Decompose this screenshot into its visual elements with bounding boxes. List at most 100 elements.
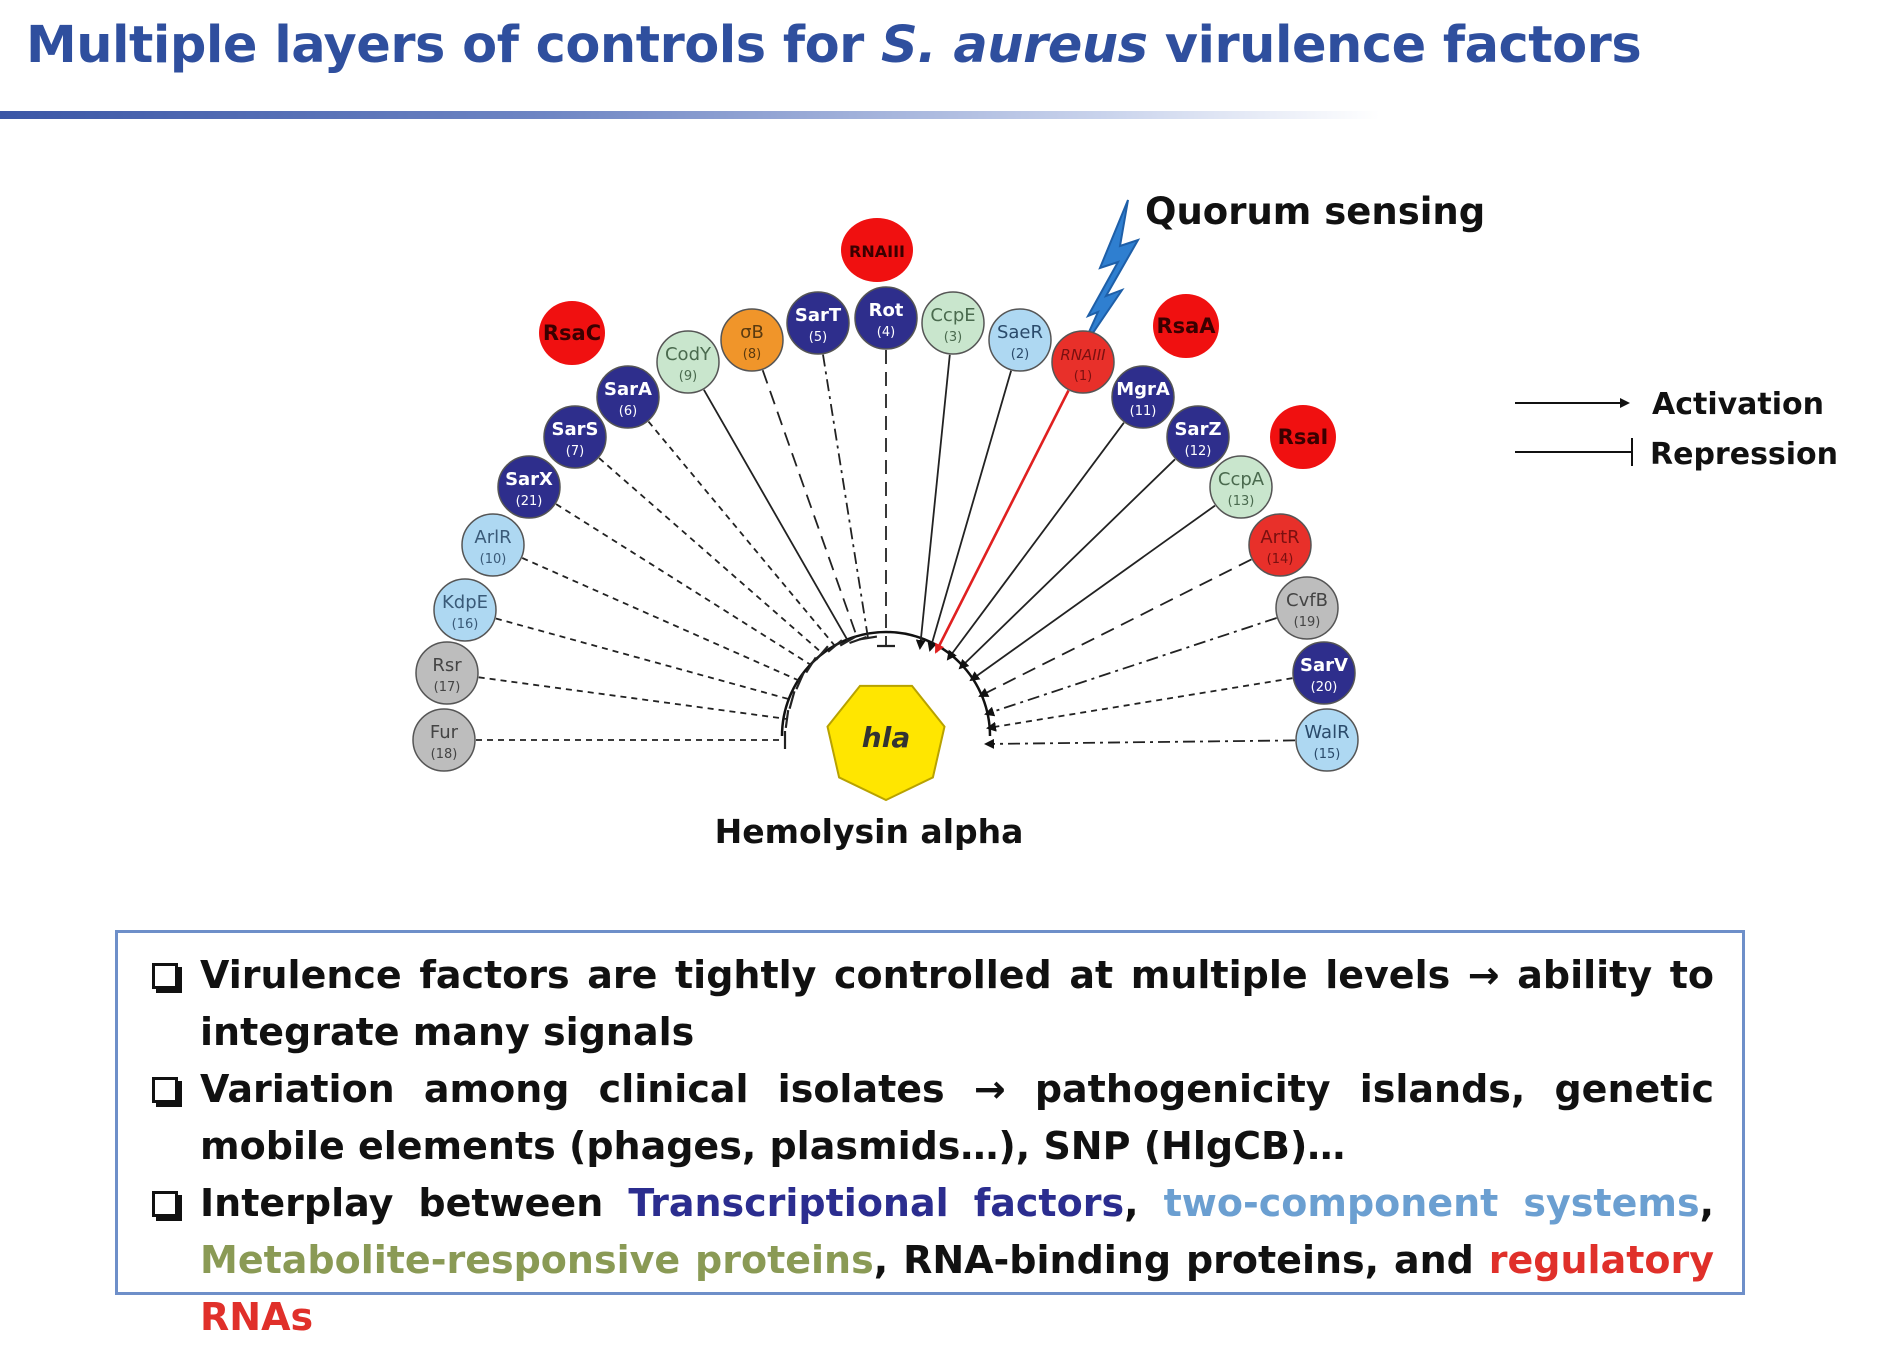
title-part-2: virulence factors (1147, 16, 1642, 75)
regulator-arlr: ArlR (10) (461, 513, 525, 577)
regulator-label: SarZ (1174, 419, 1221, 440)
link-ccpa (969, 504, 1216, 682)
regulator-label: SaeR (997, 322, 1043, 343)
bullet-3-seg-1: Interplay between (200, 1181, 629, 1225)
bullet-1: Virulence factors are tightly controlled… (152, 947, 1714, 1061)
regulator-links (476, 350, 1296, 749)
srna-label: RNAIII (849, 242, 905, 261)
regulator-label: RNAIII (1060, 346, 1106, 364)
repression-bar-sars (815, 645, 829, 661)
regulator-number: (19) (1294, 615, 1321, 630)
regulator-circle (596, 365, 660, 429)
link-cvfb (984, 617, 1277, 717)
regulator-mgra: MgrA (11) (1111, 365, 1175, 429)
bullet-3-text: Interplay between Transcriptional factor… (200, 1175, 1714, 1346)
link-ccpe (915, 354, 951, 650)
bullet-1-text: Virulence factors are tightly controlled… (200, 953, 1714, 1054)
regulator-label: Fur (430, 722, 459, 743)
regulator-circle (720, 308, 784, 372)
checkbox-bullet-icon (152, 1077, 178, 1103)
legend-activation-label: Activation (1652, 387, 1824, 422)
srna-badge (1153, 294, 1219, 358)
regulator-number: (7) (566, 444, 584, 459)
srna-rsaa: RsaA (1153, 294, 1219, 358)
regulator-number: (15) (1314, 747, 1341, 762)
quorum-sensing-label: Quorum sensing (1145, 190, 1485, 233)
regulator-number: (16) (452, 617, 479, 632)
regulator-sigb: σB (8) (720, 308, 784, 372)
regulator-label: WalR (1304, 722, 1349, 743)
regulator-circle (1295, 708, 1359, 772)
hemolysin-alpha-caption: Hemolysin alpha (715, 812, 1024, 851)
regulator-circle (656, 330, 720, 394)
link-cody (703, 389, 849, 642)
regulator-sars: SarS (7) (543, 405, 607, 469)
regulator-label: Rsr (432, 655, 462, 676)
srna-label: RsaA (1156, 314, 1216, 338)
srna-label: RsaC (543, 321, 601, 345)
regulator-circle (921, 291, 985, 355)
regulator-number: (11) (1130, 404, 1157, 419)
link-sart (822, 354, 869, 639)
regulator-circle (1051, 330, 1115, 394)
title-underline (0, 111, 1380, 119)
srna-nodes: RsaC RNAIII RsaA RsaI (539, 218, 1336, 469)
bullet-3-seg-3: , (1699, 1181, 1714, 1225)
regulator-label: SarT (795, 305, 842, 326)
regulator-circle (1292, 641, 1356, 705)
regulator-rsr: Rsr (17) (415, 641, 479, 705)
regulator-rot: Rot (4) (854, 286, 918, 350)
summary-box: Virulence factors are tightly controlled… (115, 930, 1745, 1339)
srna-badge (539, 301, 605, 365)
regulator-circle (543, 405, 607, 469)
link-sars (598, 457, 823, 654)
regulator-circle (1275, 576, 1339, 640)
regulator-label: SarA (604, 379, 652, 400)
srna-badge (1270, 405, 1336, 469)
regulator-label: SarS (552, 419, 599, 440)
regulator-number: (18) (431, 747, 458, 762)
regulator-label: ArtR (1260, 527, 1299, 548)
regulator-number: (20) (1311, 680, 1338, 695)
link-arlr (521, 557, 801, 682)
link-sara (647, 421, 836, 647)
regulator-label: MgrA (1116, 379, 1170, 400)
title-species: S. aureus (881, 16, 1148, 75)
regulator-label: KdpE (442, 592, 488, 613)
regulator-label: σB (740, 322, 764, 343)
regulator-sarx: SarX (21) (497, 455, 561, 519)
hla-label: hla (862, 721, 910, 754)
regulator-fur: Fur (18) (412, 708, 476, 772)
link-rnaiii (934, 389, 1070, 654)
transcriptional-factors-term: Transcriptional factors (628, 1181, 1125, 1225)
regulator-circle (1166, 405, 1230, 469)
two-component-systems-term: two-component systems (1163, 1181, 1700, 1225)
regulator-sara: SarA (6) (596, 365, 660, 429)
regulator-circle (461, 513, 525, 577)
regulator-number: (21) (516, 494, 543, 509)
regulator-label: SarV (1300, 655, 1348, 676)
srna-badge (841, 218, 913, 282)
regulator-number: (2) (1011, 347, 1029, 362)
regulator-circle (786, 291, 850, 355)
regulator-kdpe: KdpE (16) (433, 578, 497, 642)
regulator-walr: WalR (15) (1295, 708, 1359, 772)
repression-bar-sart (858, 635, 878, 641)
link-sigb (761, 369, 859, 641)
link-sarv (986, 677, 1293, 732)
regulator-circle (1111, 365, 1175, 429)
bullet-2: Variation among clinical isolates → path… (152, 1061, 1714, 1175)
regulator-sarz: SarZ (12) (1166, 405, 1230, 469)
link-sarz (958, 458, 1176, 670)
regulator-number: (13) (1228, 494, 1255, 509)
regulator-number: (14) (1267, 552, 1294, 567)
regulator-label: Rot (869, 300, 904, 321)
hla-target: hla (826, 684, 946, 802)
regulator-label: CvfB (1286, 590, 1328, 611)
title-part-1: Multiple layers of controls for (26, 16, 882, 75)
regulator-cvfb: CvfB (19) (1275, 576, 1339, 640)
link-artr (978, 558, 1252, 697)
regulator-number: (4) (877, 325, 895, 340)
regulator-label: CcpA (1218, 469, 1265, 490)
regulator-number: (3) (944, 330, 962, 345)
